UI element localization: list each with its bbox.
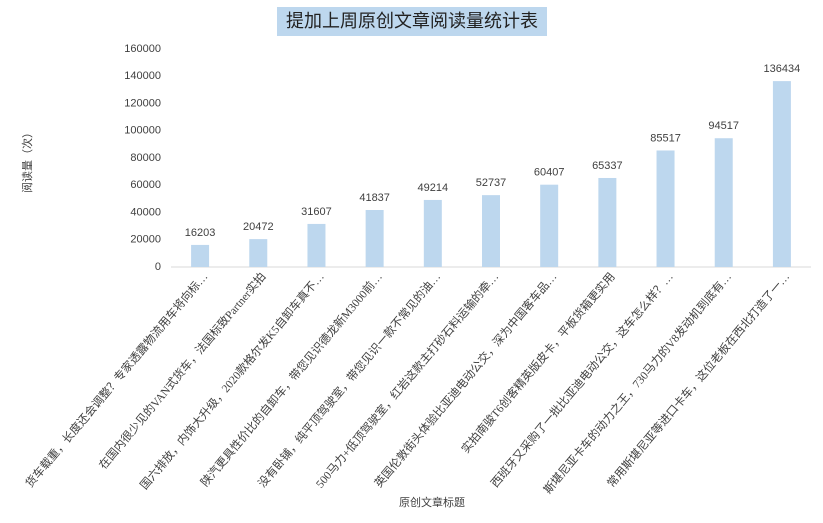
value-label: 20472 [243,221,274,233]
value-label: 31607 [301,206,332,218]
bar [423,199,442,267]
y-tick-label: 20000 [130,234,161,246]
value-label: 65337 [592,160,623,172]
value-label: 49214 [418,182,449,194]
y-tick-label: 140000 [124,70,161,82]
y-tick-label: 60000 [130,179,161,191]
y-tick-label: 160000 [124,43,161,55]
bar [540,184,559,267]
chart-title: 提加上周原创文章阅读量统计表 [286,11,538,31]
bar [365,209,384,267]
bar [191,244,210,267]
bar [772,81,791,267]
value-label: 41837 [359,192,390,204]
bar [714,138,733,267]
y-tick-label: 120000 [124,97,161,109]
y-tick-label: 40000 [130,206,161,218]
value-label: 16203 [185,227,216,239]
y-tick-label: 100000 [124,125,161,137]
value-label: 52737 [476,177,507,189]
y-tick-label: 0 [155,261,161,273]
bar [598,177,617,267]
value-label: 85517 [650,132,681,144]
value-label: 94517 [708,120,739,132]
bar [307,223,326,267]
bar [482,195,500,267]
bar [249,239,268,267]
bar [656,150,675,267]
value-label: 60407 [534,167,565,179]
value-label: 136434 [764,63,801,75]
y-axis-label: 阅读量（次） [20,127,34,193]
y-tick-label: 80000 [130,152,161,164]
title-background [277,7,547,36]
x-axis-label: 原创文章标题 [399,495,465,509]
